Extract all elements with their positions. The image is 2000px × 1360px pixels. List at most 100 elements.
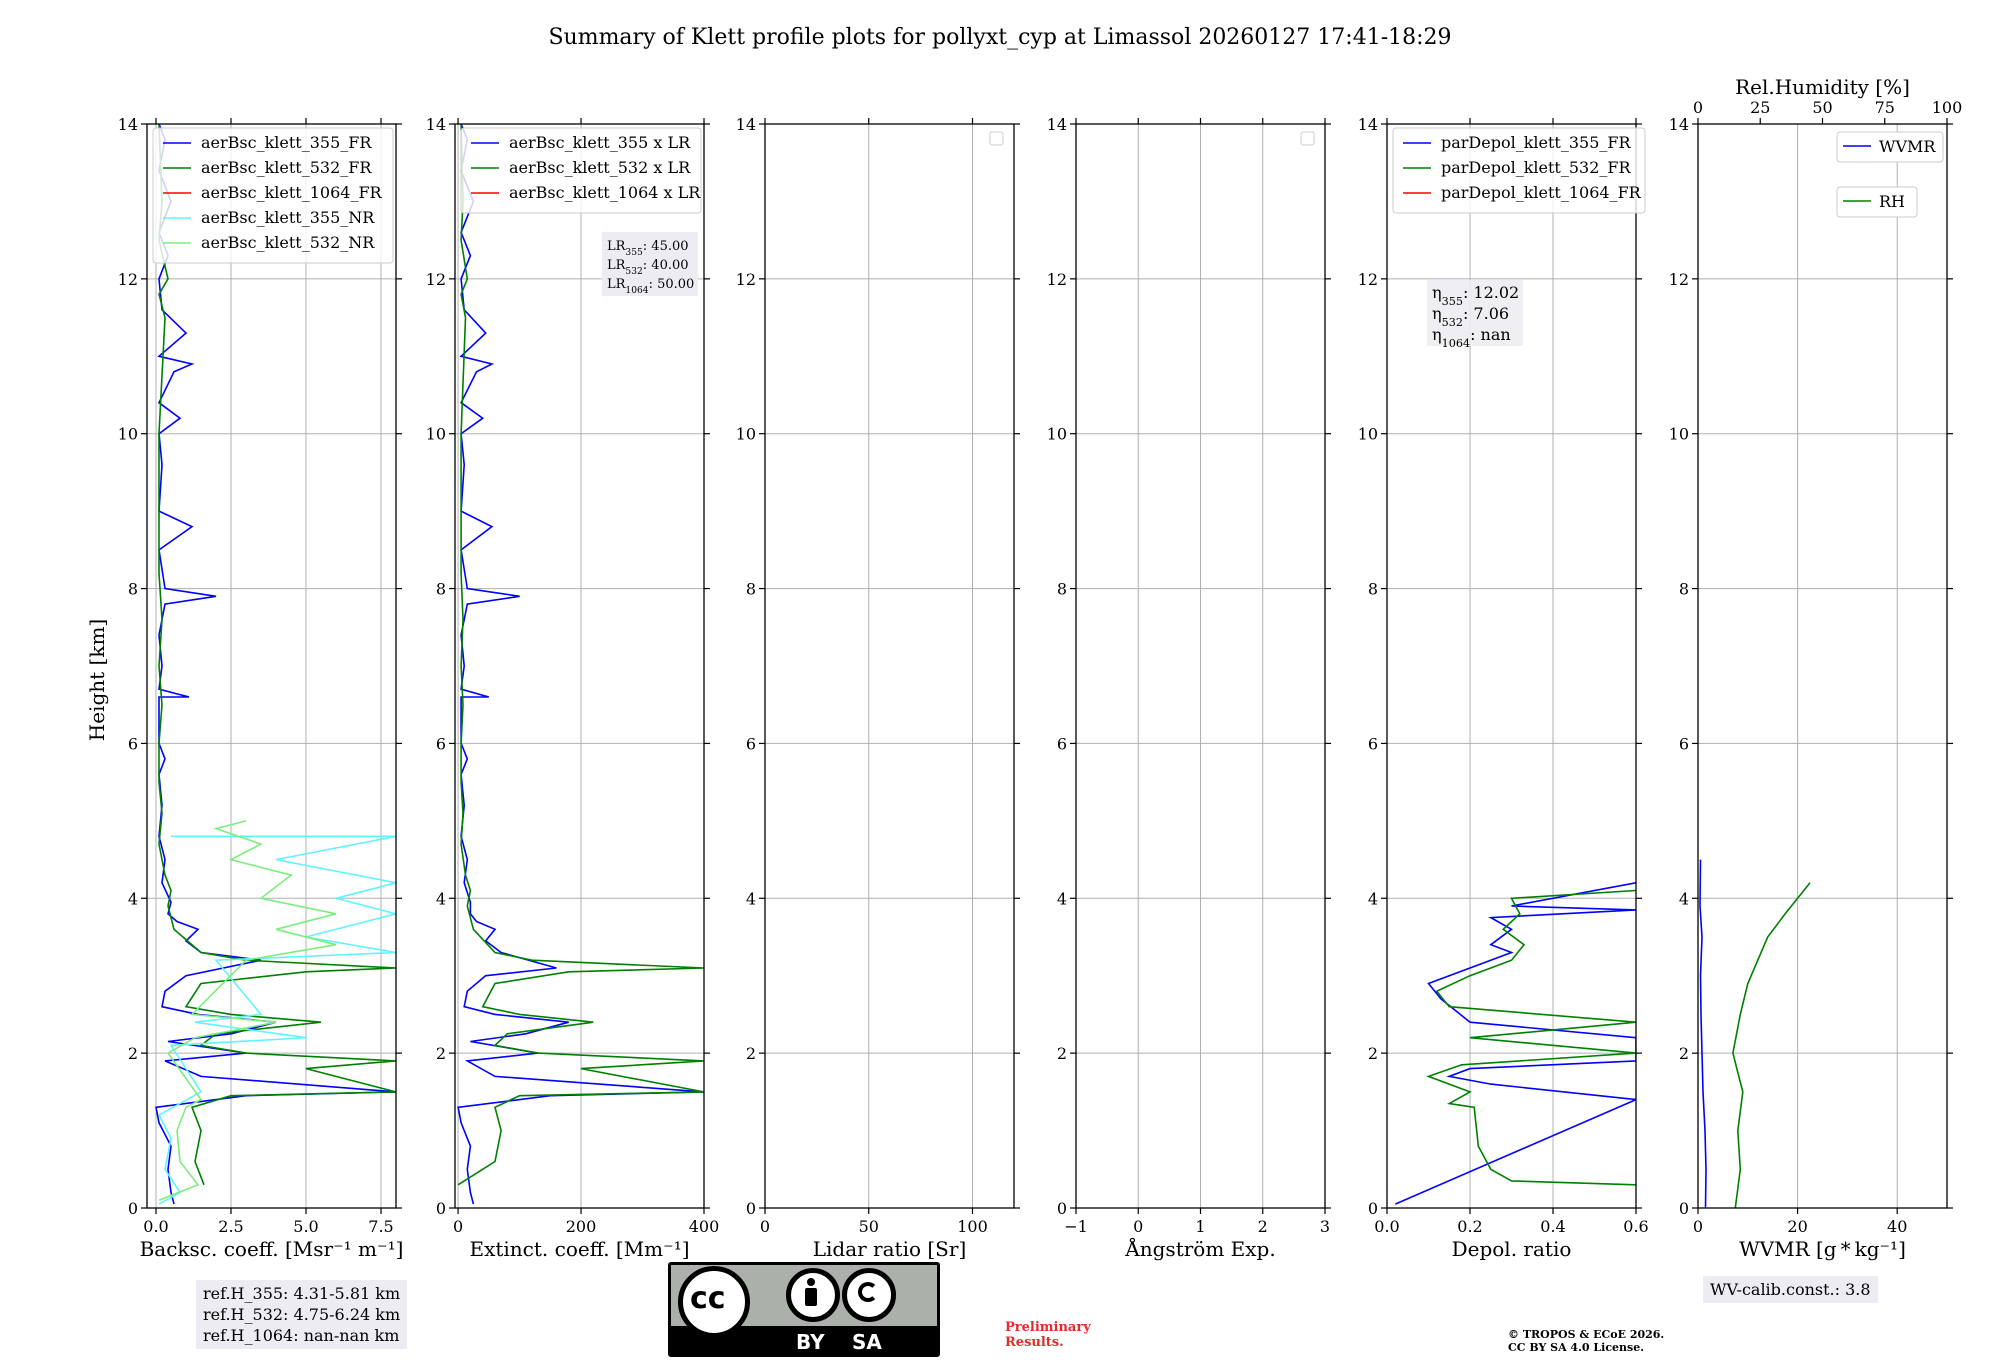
series-line-aerBsc_klett_355_FR — [155, 124, 396, 1205]
cc-logo-icon — [678, 1266, 750, 1338]
panel-frame — [1386, 123, 1637, 1209]
y-tick-label: 8 — [1057, 580, 1067, 599]
ref-height-1064: ref.H_1064: nan-nan km — [203, 1326, 400, 1345]
series-group — [155, 124, 396, 1205]
panel-depol: 0 2 4 6 8 10 12 14 0.0 0.2 0.4 0.6 Depol. ratio parDe… — [1358, 115, 1649, 1261]
legend-box — [1836, 131, 1944, 163]
x-axis-label-wv: WVMR [g * kg⁻¹] — [1739, 1237, 1906, 1261]
x-tick-label: 400 — [689, 1217, 720, 1236]
x-tick-label: 2.5 — [218, 1217, 243, 1236]
eta-label: η1064: nan — [1432, 325, 1511, 350]
sa-arrow-icon — [858, 1282, 878, 1302]
y-tick-label: 12 — [736, 270, 756, 289]
top-tick-label: 25 — [1750, 98, 1770, 117]
x-tick-label: 1 — [1195, 1217, 1205, 1236]
panel-frame — [454, 123, 705, 1209]
y-tick-label: 6 — [436, 734, 446, 753]
y-tick-label: 14 — [426, 115, 446, 134]
series-line-RH — [1732, 882, 1811, 1208]
legend-entry: aerBsc_klett_1064 x LR — [509, 183, 701, 202]
y-tick-label: 8 — [128, 580, 138, 599]
series-group — [1394, 882, 1636, 1205]
by-person-icon — [786, 1268, 840, 1322]
top-tick-label: 0 — [1693, 98, 1703, 117]
legend-entry: aerBsc_klett_355_NR — [201, 208, 375, 227]
series-line-aerBsc_klett_532_NR — [158, 820, 337, 1202]
series-line-parDepol_klett_355_FR — [1394, 882, 1636, 1205]
legend-entry: parDepol_klett_355_FR — [1441, 133, 1632, 152]
y-tick-label: 10 — [1047, 425, 1067, 444]
ref-height-532: ref.H_532: 4.75-6.24 km — [203, 1305, 401, 1324]
y-tick-label: 12 — [118, 270, 138, 289]
series-line-parDepol_klett_532_FR — [1426, 889, 1636, 1186]
y-tick-label: 4 — [1057, 889, 1067, 908]
x-tick-label: 0.0 — [1374, 1217, 1399, 1236]
x-tick-label: 50 — [859, 1217, 879, 1236]
x-tick-label: 2 — [1258, 1217, 1268, 1236]
y-tick-label: 14 — [118, 115, 138, 134]
copyright-note: © TROPOS & ECoE 2026. CC BY SA 4.0 Licen… — [1508, 1328, 1664, 1354]
lr-label: LR1064: 50.00 — [607, 277, 694, 296]
preliminary-line-1: Preliminary — [1005, 1320, 1091, 1335]
y-tick-label: 14 — [1047, 115, 1067, 134]
copyright-line-1: © TROPOS & ECoE 2026. — [1508, 1328, 1665, 1341]
legend-entry: RH — [1879, 192, 1905, 211]
legend-box — [1392, 127, 1646, 214]
y-tick-label: 6 — [1679, 734, 1689, 753]
y-tick-label: 6 — [1368, 734, 1378, 753]
y-tick-label: 10 — [118, 425, 138, 444]
x-tick-label: 0 — [1693, 1217, 1703, 1236]
x-tick-label: 0 — [453, 1217, 463, 1236]
legend-box — [460, 127, 702, 214]
y-tick-label: 8 — [746, 580, 756, 599]
y-tick-label: 0 — [1368, 1199, 1378, 1218]
y-tick-label: 6 — [746, 734, 756, 753]
legend-box — [152, 127, 394, 264]
y-tick-label: 12 — [1358, 270, 1378, 289]
y-tick-label: 6 — [1057, 734, 1067, 753]
series-line-aerBsc_klett_532_FR — [158, 124, 396, 1186]
series-group — [457, 124, 704, 1205]
x-axis-label-ext: Extinct. coeff. [Mm⁻¹] — [469, 1237, 689, 1261]
y-tick-label: 10 — [1669, 425, 1689, 444]
eta-info-box — [1427, 280, 1523, 346]
eta-label: η532: 7.06 — [1432, 304, 1509, 329]
top-tick-label: 75 — [1875, 98, 1895, 117]
series-line-WVMR — [1699, 859, 1707, 1208]
y-tick-label: 0 — [128, 1199, 138, 1218]
y-tick-label: 4 — [746, 889, 756, 908]
panel-frame — [1697, 123, 1948, 1209]
y-axis-label: Height [km] — [85, 619, 109, 741]
y-tick-label: 14 — [1358, 115, 1378, 134]
sa-label: SA — [852, 1330, 882, 1354]
x-axis-label-ang: Ångström Exp. — [1124, 1236, 1275, 1261]
empty-legend-box — [989, 131, 1004, 146]
x-axis-label-depol: Depol. ratio — [1452, 1237, 1572, 1261]
y-tick-label: 2 — [436, 1044, 446, 1063]
ref-height-355: ref.H_355: 4.31-5.81 km — [203, 1284, 401, 1303]
legend-entry: aerBsc_klett_532_NR — [201, 233, 375, 252]
empty-legend-box — [1300, 131, 1315, 146]
y-tick-label: 0 — [436, 1199, 446, 1218]
y-tick-label: 2 — [1368, 1044, 1378, 1063]
x-tick-label: 0.0 — [143, 1217, 168, 1236]
y-tick-label: 8 — [436, 580, 446, 599]
y-tick-label: 2 — [1679, 1044, 1689, 1063]
x-axis-label-bsc: Backsc. coeff. [Msr⁻¹ m⁻¹] — [140, 1237, 404, 1261]
x-tick-label: 0.2 — [1457, 1217, 1482, 1236]
chart-title: Summary of Klett profile plots for polly… — [548, 25, 1451, 50]
x-tick-label: 7.5 — [368, 1217, 393, 1236]
legend-entry: WVMR — [1879, 137, 1936, 156]
y-tick-label: 0 — [1057, 1199, 1067, 1218]
x-tick-label: 0 — [1133, 1217, 1143, 1236]
ref-heights-box: ref.H_355: 4.31-5.81 km ref.H_532: 4.75-… — [196, 1280, 408, 1349]
by-person-head — [807, 1278, 815, 1286]
y-tick-label: 12 — [426, 270, 446, 289]
y-tick-label: 10 — [736, 425, 756, 444]
legend-entry: aerBsc_klett_532_FR — [201, 158, 372, 177]
